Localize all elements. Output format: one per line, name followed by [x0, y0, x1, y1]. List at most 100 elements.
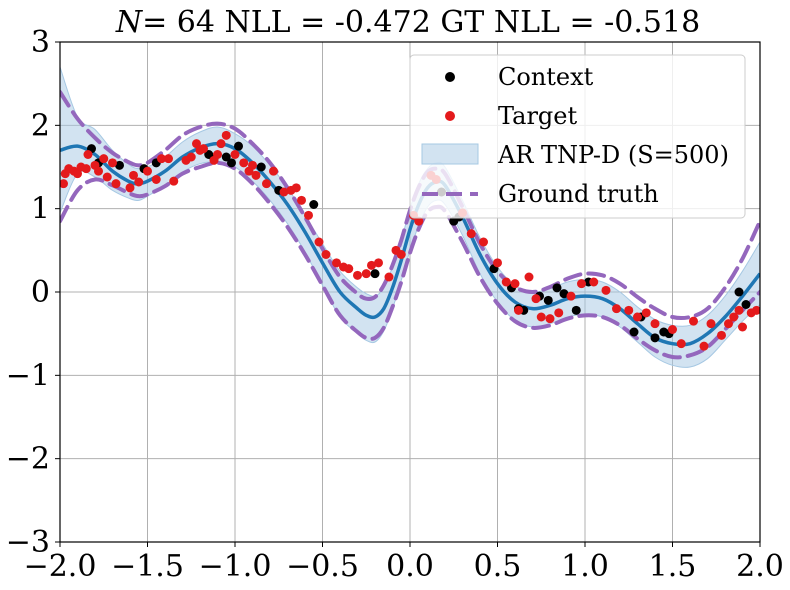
x-tick-label: 0.0 [386, 549, 434, 584]
target-point [186, 152, 196, 162]
target-point [624, 305, 634, 315]
target-point [589, 277, 599, 287]
target-point [699, 341, 709, 351]
target-point [151, 175, 161, 184]
target-point [169, 176, 179, 186]
target-point [251, 170, 261, 180]
target-point [566, 291, 576, 301]
target-point [577, 279, 586, 289]
x-tick-label: 0.5 [474, 549, 522, 584]
legend: Context Target AR TNP-D (S=500) Ground t… [409, 54, 746, 219]
target-point [414, 216, 424, 226]
y-tick-label: 1 [31, 192, 50, 227]
target-point [164, 154, 173, 164]
target-point [304, 210, 313, 220]
target-point [73, 169, 82, 179]
target-point [524, 272, 534, 282]
target-point [724, 319, 733, 329]
y-tick-label: −1 [6, 358, 50, 393]
target-point [344, 264, 354, 274]
target-point [111, 179, 121, 189]
target-point [192, 139, 201, 149]
chart-title-text: = 64 NLL = -0.472 GT NLL = -0.518 [142, 5, 700, 40]
target-point [734, 305, 744, 315]
target-point [279, 187, 289, 197]
target-point [689, 316, 698, 326]
context-point [227, 158, 236, 168]
target-point [60, 179, 68, 189]
target-point [199, 144, 208, 154]
target-point [384, 272, 394, 282]
x-axis-ticks: −2.0 −1.5 −1.0 −0.5 0.0 0.5 1.0 1.5 2.0 [24, 542, 784, 584]
ground-truth-upper-line [60, 90, 760, 321]
target-point [641, 308, 651, 318]
legend-target-label: Target [498, 102, 577, 130]
x-tick-label: 2.0 [736, 549, 784, 584]
target-point [248, 160, 257, 170]
target-point [514, 305, 523, 315]
target-point [536, 312, 546, 322]
target-point [510, 279, 520, 289]
context-point [650, 333, 660, 343]
y-tick-label: −2 [6, 442, 50, 477]
legend-box [409, 54, 746, 219]
target-point [466, 229, 476, 239]
target-point [99, 154, 109, 164]
target-point [729, 312, 739, 322]
target-point [262, 179, 271, 189]
target-point [94, 166, 103, 176]
target-point [230, 150, 240, 159]
y-tick-label: 3 [31, 25, 50, 60]
legend-ground-truth-label: Ground truth [498, 180, 659, 208]
y-tick-label: 0 [31, 275, 50, 310]
target-point [291, 183, 301, 193]
ground-truth-lower-line [60, 160, 760, 360]
target-point [531, 294, 541, 304]
target-point [752, 305, 760, 315]
x-tick-label: −0.5 [286, 549, 359, 584]
target-point [353, 270, 362, 280]
target-point [143, 166, 152, 176]
target-points [60, 130, 760, 351]
context-point [234, 141, 243, 151]
target-point [216, 139, 226, 149]
target-point [633, 312, 642, 322]
target-point [221, 130, 231, 140]
target-point [321, 250, 331, 259]
legend-target-marker [445, 111, 455, 121]
plot-area [60, 66, 760, 368]
context-point [221, 152, 231, 162]
y-tick-label: −3 [6, 525, 50, 560]
target-point [314, 237, 324, 247]
target-point [717, 330, 726, 340]
context-point [559, 289, 569, 299]
context-point [370, 269, 380, 279]
target-point [668, 325, 677, 334]
legend-context-marker [445, 72, 455, 82]
context-point [256, 162, 266, 172]
target-point [125, 183, 135, 193]
target-point [81, 164, 91, 174]
context-point [571, 305, 581, 315]
y-tick-label: 2 [31, 108, 50, 143]
target-point [479, 237, 488, 247]
x-tick-label: −1.5 [111, 549, 184, 584]
context-point [629, 327, 639, 337]
target-point [239, 158, 249, 168]
target-point [83, 150, 93, 159]
target-point [706, 319, 716, 329]
target-point [367, 260, 376, 270]
target-point [213, 150, 222, 159]
target-point [269, 166, 278, 176]
target-point [102, 172, 112, 182]
target-point [501, 277, 511, 287]
target-point [157, 154, 166, 164]
x-tick-label: −1.0 [199, 549, 272, 584]
x-tick-label: −2.0 [24, 549, 97, 584]
target-point [493, 258, 502, 268]
target-point [108, 158, 117, 168]
context-point [309, 200, 319, 209]
context-point [115, 160, 124, 170]
chart-title: N= 64 NLL = -0.472 GT NLL = -0.518 [115, 5, 700, 40]
